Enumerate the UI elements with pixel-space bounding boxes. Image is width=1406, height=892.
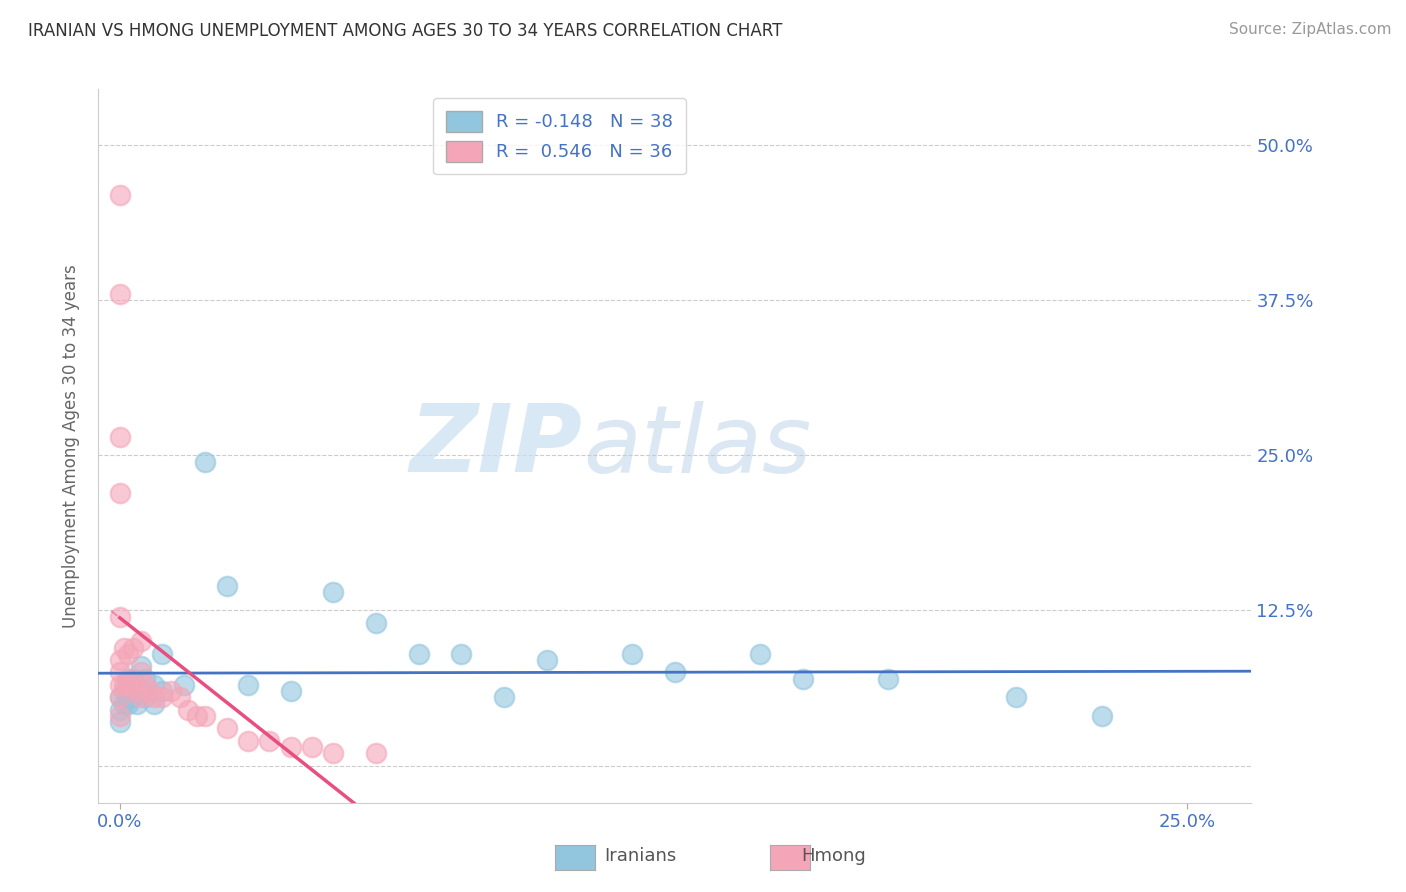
Point: [129, 665, 152, 680]
Point: [142, 678, 165, 692]
Point: [152, 647, 174, 661]
Point: [129, 659, 152, 673]
Point: [121, 672, 143, 686]
Point: [749, 647, 772, 661]
Point: [125, 697, 148, 711]
Point: [152, 690, 174, 705]
Point: [236, 678, 259, 692]
Point: [1005, 690, 1028, 705]
Text: atlas: atlas: [582, 401, 811, 491]
Point: [142, 690, 165, 705]
Point: [112, 684, 135, 698]
Point: [112, 697, 135, 711]
Point: [117, 678, 139, 692]
Point: [108, 665, 131, 680]
Point: [450, 647, 472, 661]
Point: [408, 647, 430, 661]
Point: [112, 640, 135, 655]
Point: [173, 678, 195, 692]
Point: [108, 287, 131, 301]
Point: [215, 579, 238, 593]
Point: [215, 722, 238, 736]
Point: [112, 678, 135, 692]
Point: [152, 684, 174, 698]
Point: [134, 672, 156, 686]
Text: ZIP: ZIP: [409, 400, 582, 492]
Point: [125, 684, 148, 698]
Point: [186, 709, 208, 723]
Point: [364, 615, 387, 630]
Point: [169, 690, 191, 705]
Y-axis label: Unemployment Among Ages 30 to 34 years: Unemployment Among Ages 30 to 34 years: [62, 264, 80, 628]
Point: [129, 690, 152, 705]
Point: [792, 672, 814, 686]
Point: [108, 690, 131, 705]
Point: [621, 647, 644, 661]
Point: [108, 187, 131, 202]
Legend: R = -0.148   N = 38, R =  0.546   N = 36: R = -0.148 N = 38, R = 0.546 N = 36: [433, 98, 686, 174]
Text: IRANIAN VS HMONG UNEMPLOYMENT AMONG AGES 30 TO 34 YEARS CORRELATION CHART: IRANIAN VS HMONG UNEMPLOYMENT AMONG AGES…: [28, 22, 783, 40]
Point: [108, 715, 131, 730]
Point: [108, 678, 131, 692]
Point: [108, 485, 131, 500]
Point: [322, 584, 344, 599]
Point: [129, 634, 152, 648]
Point: [108, 430, 131, 444]
Point: [177, 703, 200, 717]
Text: Hmong: Hmong: [801, 847, 866, 865]
Point: [108, 609, 131, 624]
Point: [117, 697, 139, 711]
Point: [664, 665, 686, 680]
Point: [280, 739, 302, 754]
Point: [129, 684, 152, 698]
Point: [494, 690, 516, 705]
Point: [364, 746, 387, 760]
Point: [117, 672, 139, 686]
Point: [121, 690, 143, 705]
Point: [301, 739, 323, 754]
Point: [117, 647, 139, 661]
Point: [121, 640, 143, 655]
Point: [536, 653, 558, 667]
Point: [117, 684, 139, 698]
Point: [125, 678, 148, 692]
Point: [194, 709, 217, 723]
Point: [121, 678, 143, 692]
Point: [142, 697, 165, 711]
Point: [877, 672, 900, 686]
Point: [108, 703, 131, 717]
Point: [257, 733, 280, 747]
Point: [108, 709, 131, 723]
Point: [108, 690, 131, 705]
Point: [138, 684, 160, 698]
Point: [160, 684, 183, 698]
Point: [194, 454, 217, 468]
Point: [134, 690, 156, 705]
Point: [236, 733, 259, 747]
Point: [134, 678, 156, 692]
Point: [280, 684, 302, 698]
Point: [322, 746, 344, 760]
Text: Iranians: Iranians: [605, 847, 676, 865]
Text: Source: ZipAtlas.com: Source: ZipAtlas.com: [1229, 22, 1392, 37]
Point: [1091, 709, 1114, 723]
Point: [108, 653, 131, 667]
